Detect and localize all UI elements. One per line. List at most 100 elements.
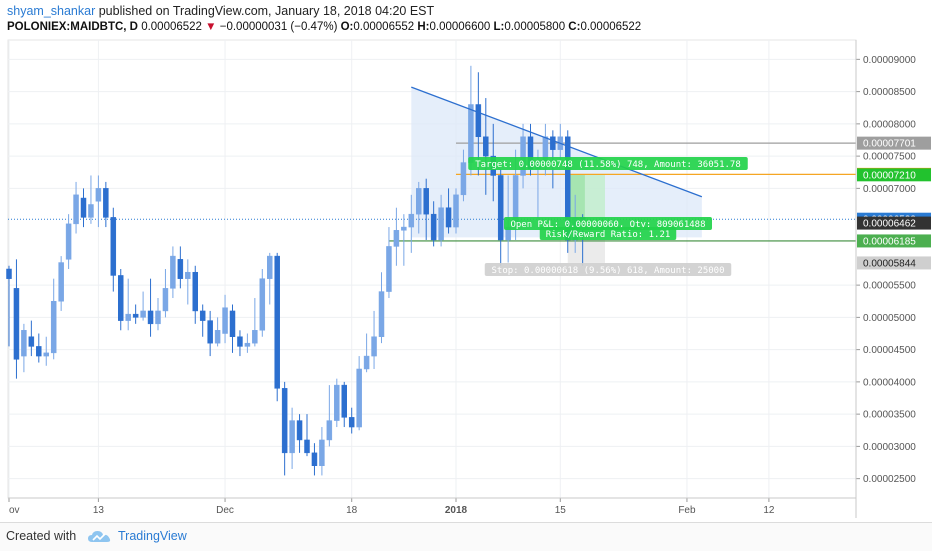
candle-body (140, 310, 146, 318)
candle-body (170, 255, 176, 289)
candle-body (43, 352, 49, 357)
candle-body (177, 259, 184, 279)
trendline[interactable] (411, 86, 703, 198)
candle-body (229, 310, 236, 337)
candle-body (36, 346, 42, 357)
candle-body (244, 342, 251, 347)
tradingview-brand[interactable]: TradingView (118, 529, 187, 543)
candle (497, 169, 504, 266)
candle-body (65, 223, 72, 260)
candle (296, 414, 303, 453)
symbol-label[interactable]: POLONIEX:MAIDBTC, D (7, 21, 138, 33)
price-chart[interactable]: Target: 0.00000748 (11.58%) 748, Amount:… (0, 0, 932, 522)
candle (36, 333, 42, 363)
y-tick-label: 0.00008000 (863, 119, 916, 130)
candle-body (222, 307, 228, 334)
open-label: O: (340, 21, 354, 33)
candle (289, 407, 295, 469)
price-tag-bg (857, 234, 931, 248)
candle-body (73, 194, 79, 225)
candle (363, 333, 370, 373)
candle-body (162, 288, 169, 312)
candle (281, 381, 288, 476)
candle (326, 385, 333, 447)
candle-body (207, 320, 213, 344)
candle (334, 378, 340, 428)
y-tick-label: 0.00004000 (863, 377, 916, 388)
candle-body (289, 420, 295, 454)
price-tag-label: 0.00007701 (863, 139, 916, 150)
y-tick-label: 0.00004500 (863, 345, 916, 356)
y-tick-label: 0.00005500 (863, 281, 916, 292)
published-text: published on TradingView.com, January 18… (98, 4, 435, 18)
candle-body (311, 452, 318, 466)
low-label: L: (493, 21, 505, 33)
x-tick-label: 12 (763, 505, 775, 516)
candle-body (267, 255, 273, 279)
candle (65, 214, 72, 269)
candle (341, 381, 347, 428)
price-tag-label: 0.00005844 (863, 258, 916, 269)
y-tick-label: 0.00007000 (863, 184, 916, 195)
candle (13, 259, 20, 379)
candle (110, 207, 117, 292)
candle-body (304, 439, 310, 454)
candle-body (155, 310, 161, 325)
candle-body (326, 420, 333, 441)
low-value: 0.00005800 (504, 21, 566, 33)
high-value: 0.00006600 (429, 21, 491, 33)
candle-body (80, 197, 87, 218)
price-tags: 0.000077010.000072170.000072100.00006522… (857, 136, 931, 270)
candle-body (21, 330, 27, 357)
candle-body (252, 330, 258, 344)
candle (445, 188, 452, 234)
candle-body (237, 336, 243, 347)
candle (80, 188, 87, 228)
stop-label-bg (484, 263, 732, 276)
candle-body (445, 207, 452, 228)
candle (170, 246, 176, 299)
down-arrow-icon: ▼ (205, 21, 217, 33)
candle (132, 304, 139, 324)
candle (520, 123, 526, 189)
candle (21, 323, 27, 373)
candle (50, 278, 57, 360)
author-link[interactable]: shyam_shankar (7, 4, 96, 18)
footer: Created with TradingView (0, 522, 932, 551)
ohlc-legend: POLONIEX:MAIDBTC, D 0.00006522 ▼ −0.0000… (7, 21, 641, 33)
candle (177, 246, 184, 289)
candle (304, 414, 310, 457)
candle-body (58, 262, 64, 302)
candle (73, 181, 79, 234)
y-tick-label: 0.00005000 (863, 313, 916, 324)
candle-body (341, 384, 347, 418)
candle-body (438, 207, 444, 241)
position-labels: Target: 0.00000748 (11.58%) 748, Amount:… (468, 157, 748, 276)
candle-body (147, 310, 154, 325)
candle-body (88, 204, 94, 218)
candle (244, 333, 251, 353)
candle-body (468, 104, 474, 163)
x-tick-label: 18 (346, 505, 358, 516)
candles (6, 65, 586, 476)
price-tag-label: 0.00006185 (863, 236, 916, 247)
axes: 0.00002500 0.00003000 0.00003500 0.00004000… (8, 40, 916, 518)
pnl-label: Open P&L: 0.00000060, Qty: 809061488 (510, 220, 705, 230)
candle-body (378, 291, 385, 337)
candle-body (423, 188, 429, 215)
candle-body (296, 420, 303, 441)
candle-body (274, 255, 280, 389)
y-tick-label: 0.00002500 (863, 474, 916, 485)
candle (274, 252, 280, 402)
candle-body (408, 213, 415, 228)
rr-label-bg (539, 227, 677, 240)
candle (319, 427, 325, 476)
publish-info: shyam_shankar published on TradingView.c… (7, 4, 434, 18)
high-label: H: (417, 21, 430, 33)
tradingview-cloud-icon (88, 531, 111, 542)
price-tag-bg (857, 216, 931, 230)
candle (438, 194, 444, 247)
y-tick-label: 0.00007500 (863, 152, 916, 163)
candle-body (475, 104, 482, 138)
candle-body (460, 162, 467, 196)
